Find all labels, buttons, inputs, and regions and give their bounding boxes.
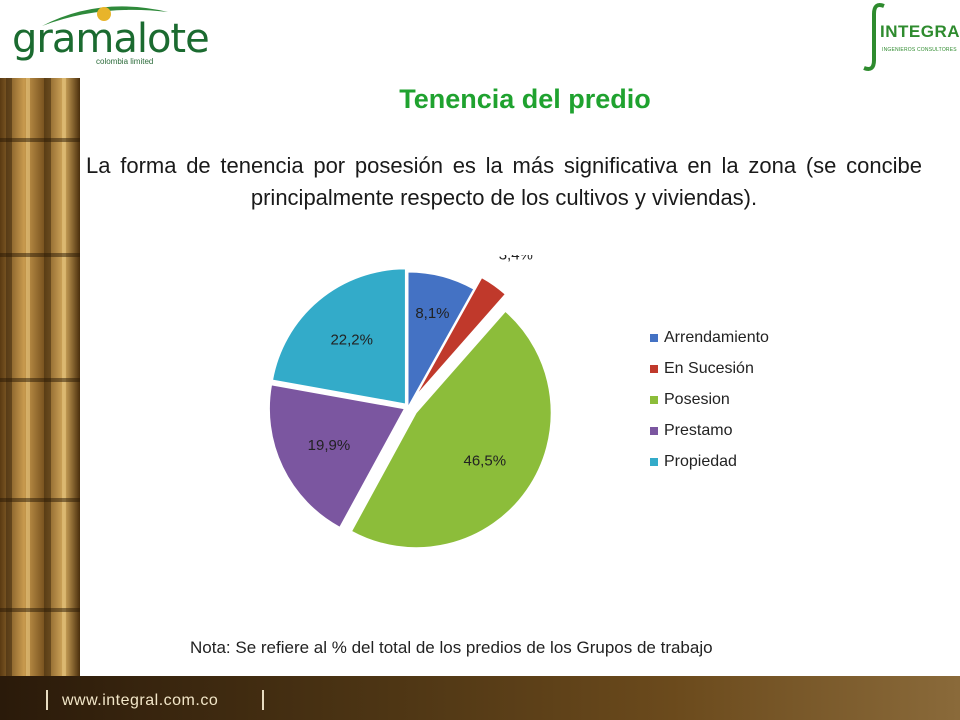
data-label: 22,2% [330, 332, 373, 349]
legend-swatch [650, 395, 658, 404]
legend-entry: Arrendamiento [650, 329, 769, 347]
legend-label: Posesion [664, 391, 730, 408]
pie-slice-prestamo [268, 384, 406, 528]
footer-bar: www.integral.com.co [0, 676, 960, 720]
legend-entry: En Sucesión [650, 360, 754, 378]
gramalote-subtitle: colombia limited [96, 57, 154, 66]
footnote: Nota: Se refiere al % del total de los p… [190, 638, 713, 657]
gramalote-wordmark: gramalote [12, 16, 210, 62]
footer-url: www.integral.com.co [62, 692, 219, 709]
sugarcane-decoration [0, 78, 80, 678]
legend-swatch [650, 426, 658, 435]
data-label: 19,9% [308, 437, 351, 454]
pie-chart-canvas: 8,1% 3,4% 46,5% 19,9% 22,2% [268, 255, 552, 549]
gramalote-logo: gramalote colombia limited [0, 0, 210, 70]
footer-divider [262, 690, 264, 710]
legend-entry: Propiedad [650, 453, 737, 471]
pie-slice-propiedad [271, 268, 406, 405]
integral-symbol-icon [863, 3, 885, 71]
pie-slice-posesion [350, 310, 552, 549]
legend-entry: Posesion [650, 391, 730, 409]
pie-chart: 8,1% 3,4% 46,5% 19,9% 22,2% Arrendamiento En … [240, 255, 820, 565]
legend-label: Propiedad [664, 453, 737, 470]
intro-text: La forma de tenencia por posesión es la … [86, 153, 922, 210]
pie-slice-arrendamiento [407, 271, 475, 409]
legend-swatch [650, 457, 658, 466]
integral-wordmark: INTEGRAL [880, 22, 960, 41]
legend-label: Arrendamiento [664, 329, 769, 346]
legend-swatch [650, 333, 658, 342]
logo-swoosh-icon [42, 6, 168, 26]
data-label: 3,4% [499, 255, 533, 263]
page-title: Tenencia del predio [399, 84, 651, 114]
integral-logo: INTEGRAL INGENIEROS CONSULTORES [858, 0, 960, 74]
footer-divider [46, 690, 48, 710]
integral-subtitle: INGENIEROS CONSULTORES [882, 47, 957, 53]
legend-swatch [650, 364, 658, 373]
data-label: 8,1% [415, 305, 449, 322]
legend-label: En Sucesión [664, 360, 754, 377]
legend-entry: Prestamo [650, 422, 732, 440]
pie-slice-en-sucesión [415, 276, 506, 396]
legend-label: Prestamo [664, 422, 733, 439]
data-label: 46,5% [464, 453, 507, 470]
